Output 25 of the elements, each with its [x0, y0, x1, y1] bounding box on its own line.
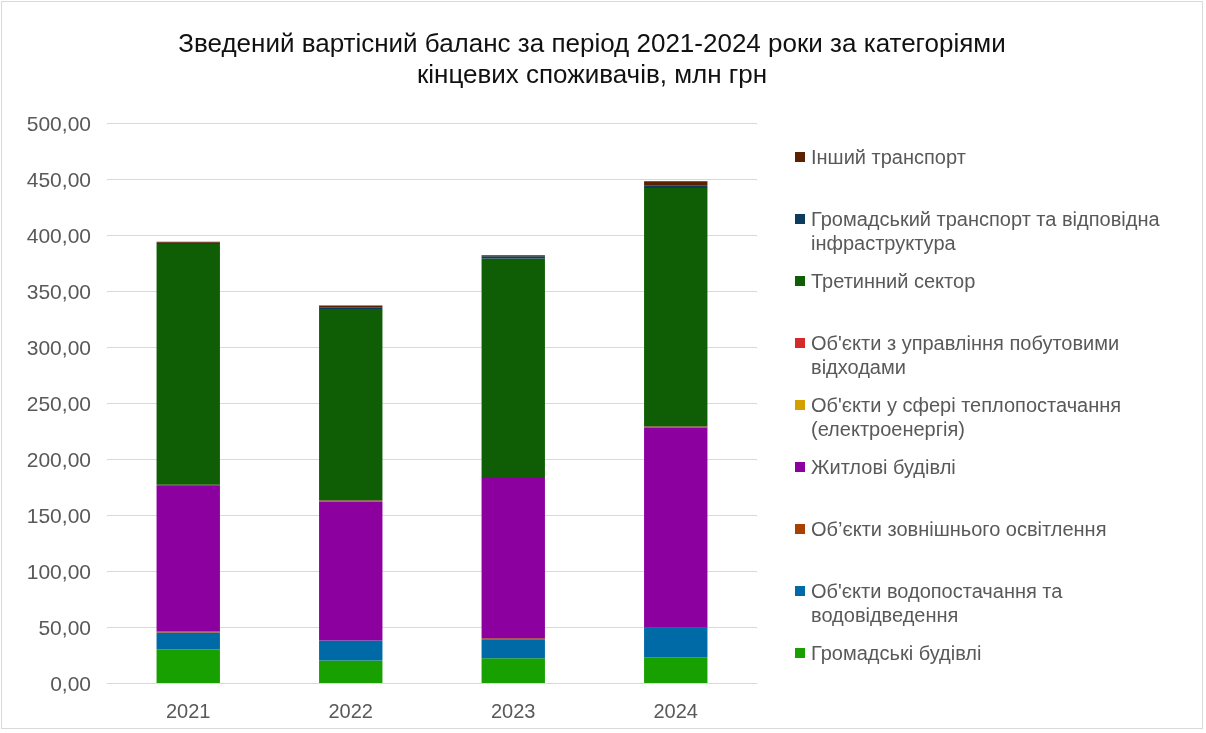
y-tick-label: 250,00	[26, 391, 91, 415]
legend-label: Громадські будівлі	[811, 641, 983, 665]
y-tick-label: 450,00	[26, 167, 91, 191]
y-tick-label: 400,00	[26, 223, 91, 247]
chart-title: Зведений вартісний баланс за період 2021-2024 роки за категоріями кінцевих споживачів, млн грн	[177, 28, 1007, 90]
legend-label: Житлові будівлі	[811, 455, 957, 479]
y-tick-label: 200,00	[26, 447, 91, 471]
y-tick-label: 0,00	[50, 671, 91, 695]
y-tick-label: 500,00	[26, 111, 91, 135]
legend-label: Об’єкти зовнішнього освітлення	[811, 517, 1108, 541]
legend-label: Об'єкти у сфері теплопостачання (електроенергія)	[811, 393, 1123, 441]
x-tick-label: 2024	[653, 700, 698, 722]
y-tick-label: 350,00	[26, 279, 91, 303]
legend-label: Громадський транспорт та відповідна інфраструктура	[811, 207, 1161, 255]
legend-label: Об'єкти з управління побутовими відходами	[811, 331, 1121, 379]
legend-label: Об'єкти водопостачання та водовідведення	[811, 579, 1064, 627]
y-tick-label: 150,00	[26, 503, 91, 527]
x-tick-label: 2023	[491, 700, 536, 722]
legend-label: Інший транспорт	[811, 145, 967, 169]
x-tick-label: 2022	[328, 700, 373, 722]
y-tick-label: 50,00	[38, 615, 91, 639]
legend-label: Третинний сектор	[811, 269, 977, 293]
y-tick-label: 100,00	[26, 559, 91, 583]
y-tick-label: 300,00	[26, 335, 91, 359]
x-tick-label: 2021	[166, 700, 211, 722]
